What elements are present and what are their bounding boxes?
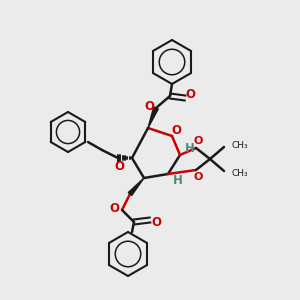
Text: O: O bbox=[109, 202, 119, 214]
Text: O: O bbox=[193, 136, 203, 146]
Text: O: O bbox=[151, 217, 161, 230]
Text: H: H bbox=[185, 142, 195, 154]
Polygon shape bbox=[148, 107, 158, 128]
Text: O: O bbox=[185, 88, 195, 100]
Text: CH₃: CH₃ bbox=[232, 140, 249, 149]
Text: O: O bbox=[114, 160, 124, 172]
Polygon shape bbox=[128, 178, 144, 196]
Text: CH₃: CH₃ bbox=[232, 169, 249, 178]
Text: O: O bbox=[193, 172, 203, 182]
Text: H: H bbox=[173, 175, 183, 188]
Text: O: O bbox=[144, 100, 154, 113]
Text: O: O bbox=[171, 124, 181, 137]
